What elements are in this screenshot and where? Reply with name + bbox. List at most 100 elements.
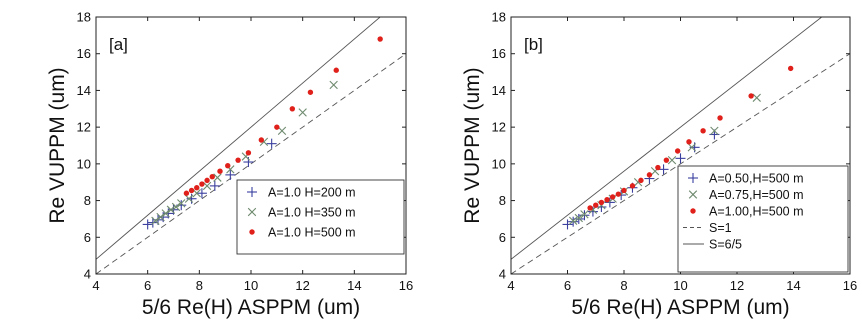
legend: A=0.50,H=500 m A=0.75,H=500 m A=1.00,H=500…: [677, 165, 849, 273]
legend: A=1.0 H=200 m A=1.0 H=350 m A=1.0 H=500 m: [236, 179, 405, 255]
data-point-dot: [188, 187, 195, 194]
data-point-dot: [700, 128, 706, 134]
data-point-dot: [194, 185, 200, 191]
x-tick-label: 16: [399, 278, 413, 293]
data-point-dot: [593, 202, 599, 208]
legend-label: S=1: [709, 221, 732, 235]
data-point-plus: [568, 216, 579, 227]
data-point-dot: [787, 65, 794, 72]
data-point-dot: [629, 183, 636, 189]
data-point-dot: [587, 205, 593, 211]
y-axis-label: Re VUPPM (um): [461, 67, 484, 223]
y-tick-label: 18: [492, 10, 506, 25]
x-tick-label: 12: [295, 278, 309, 293]
x-tick-label: 12: [730, 278, 744, 293]
data-point-dot: [204, 177, 210, 184]
legend-label: A=0.75,H=500 m: [709, 188, 804, 202]
reference-line-s1: [511, 53, 850, 274]
data-point-dot: [209, 174, 215, 180]
y-tick-label: 14: [77, 83, 91, 98]
data-point-x: [568, 216, 578, 225]
legend-label: A=1.0 H=500 m: [268, 225, 356, 239]
data-point-dot: [604, 196, 610, 203]
data-point-x: [171, 202, 181, 212]
y-tick-label: 10: [492, 156, 506, 171]
reference-line-s65: [511, 17, 823, 260]
y-tick-label: 6: [499, 230, 506, 245]
data-point-x: [166, 205, 176, 214]
x-tick-label: 10: [244, 278, 258, 293]
data-point-x: [161, 209, 170, 218]
data-point-x: [156, 212, 165, 222]
data-point-dot: [258, 137, 265, 143]
y-tick-label: 18: [77, 10, 91, 25]
data-point-dot: [621, 187, 627, 194]
y-tick-label: 16: [492, 46, 506, 61]
data-point-dot: [686, 139, 692, 145]
chart-panel-b: 4 6 8 10 12 14 16 4 6 8 10 12 14 16 18 5/6 Re(H) ASPPM …: [461, 10, 857, 320]
x-tick-label: 10: [673, 278, 687, 293]
y-tick-label: 12: [492, 120, 506, 135]
legend-marker-dot: [690, 208, 696, 214]
y-tick-label: 4: [84, 267, 91, 282]
data-point-x: [151, 216, 160, 225]
data-point-plus: [604, 197, 615, 208]
data-point-dot: [674, 148, 681, 154]
data-point-dot: [748, 93, 754, 99]
data-point-dot: [307, 89, 314, 95]
data-point-dot: [245, 150, 252, 156]
legend-marker-x: [688, 190, 698, 199]
data-point-plus: [142, 219, 153, 230]
data-point-x: [710, 126, 719, 136]
data-point-plus: [562, 219, 573, 230]
y-tick-label: 12: [77, 120, 91, 135]
x-tick-label: 16: [843, 278, 857, 293]
data-point-dot: [274, 124, 280, 130]
legend-marker-plus: [688, 173, 698, 183]
data-point-x: [329, 80, 338, 90]
y-tick-label: 14: [492, 83, 506, 98]
data-point-x: [184, 194, 194, 203]
legend-label: S=6/5: [709, 237, 742, 251]
legend-label: A=1.0 H=200 m: [268, 185, 356, 199]
y-tick-label: 8: [84, 193, 91, 208]
data-point-dot: [235, 157, 241, 163]
data-point-plus: [209, 180, 220, 191]
data-point-dot: [377, 36, 383, 42]
legend-label: A=0.50,H=500 m: [709, 171, 804, 185]
data-point-plus: [587, 206, 598, 217]
reference-line-s1: [96, 53, 406, 274]
y-axis-label: Re VUPPM (um): [46, 67, 69, 223]
y-tick-label: 10: [77, 156, 91, 171]
data-point-dot: [610, 194, 616, 200]
data-point-dot: [333, 67, 339, 73]
y-tick-label: 4: [499, 267, 506, 282]
data-point-plus: [266, 138, 277, 149]
data-point-plus: [225, 169, 236, 180]
data-point-dot: [183, 190, 190, 196]
legend-marker-dot: [249, 229, 255, 235]
data-point-x: [752, 93, 761, 102]
data-point-plus: [658, 164, 669, 175]
x-tick-label: 14: [347, 278, 361, 293]
reference-line-s65: [96, 17, 381, 260]
data-points: [562, 65, 794, 230]
x-tick-label: 8: [196, 278, 203, 293]
data-point-dot: [663, 157, 670, 163]
panel-label: [a]: [109, 35, 128, 54]
x-tick-label: 14: [786, 278, 800, 293]
y-tick-label: 6: [84, 230, 91, 245]
data-point-x: [277, 126, 287, 136]
legend-label: A=1.00,H=500 m: [709, 204, 804, 218]
chart-panel-a: 4 6 8 10 12 14 16 4 6 8 10 12 14 16 18 5/6 Re(H) ASPPM …: [46, 10, 413, 320]
x-tick-label: 6: [564, 278, 571, 293]
legend-marker-plus: [247, 187, 257, 197]
data-point-dot: [717, 115, 723, 121]
data-point-plus: [675, 153, 686, 164]
data-point-x: [177, 199, 186, 208]
data-point-x: [687, 143, 696, 152]
x-tick-label: 4: [507, 278, 514, 293]
data-point-dot: [289, 106, 296, 112]
data-point-x: [298, 108, 307, 117]
